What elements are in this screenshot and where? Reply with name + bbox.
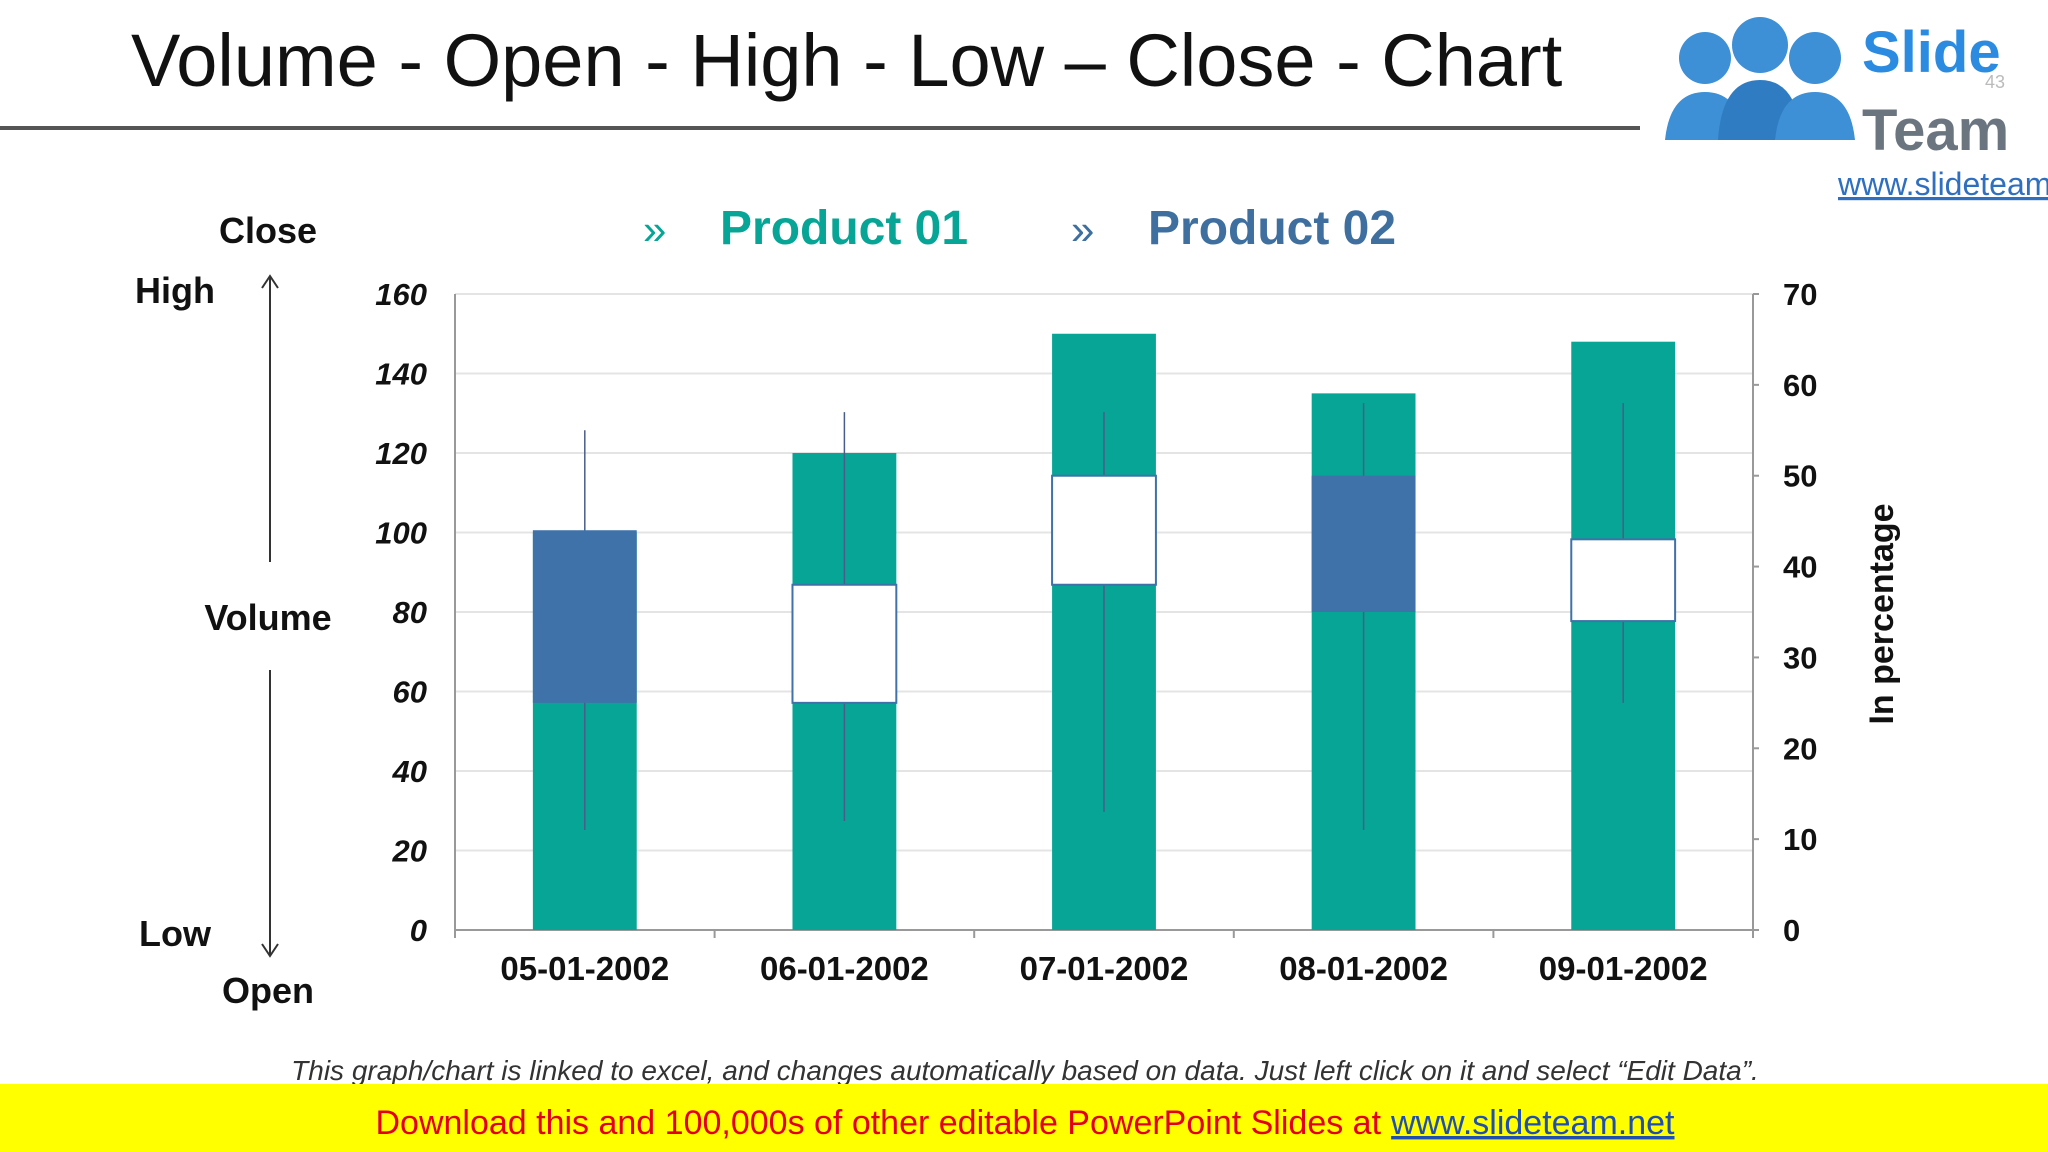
y-tick-label: 0 xyxy=(410,913,427,948)
y2-tick-label: 0 xyxy=(1783,913,1800,948)
footnote: This graph/chart is linked to excel, and… xyxy=(291,1055,1759,1086)
banner-message: Download this and 100,000s of other edit… xyxy=(375,1104,1381,1142)
y-tick-label: 160 xyxy=(375,277,427,312)
candle-body xyxy=(1570,538,1677,623)
logo-head xyxy=(1789,32,1841,84)
candle-body xyxy=(791,583,898,704)
logo-url[interactable]: www.slideteam.net xyxy=(1837,166,2048,202)
legend-marker: » xyxy=(1071,206,1094,253)
side-label: Volume xyxy=(204,597,331,638)
y2-axis-label: In percentage xyxy=(1863,503,1901,724)
slide-title: Volume - Open - High - Low – Close - Cha… xyxy=(131,19,1563,102)
x-tick-label: 09-01-2002 xyxy=(1539,950,1708,987)
banner xyxy=(0,1084,2048,1152)
side-label: Low xyxy=(139,913,212,954)
legend-label: Product 02 xyxy=(1148,202,1396,255)
legend-marker: » xyxy=(643,206,666,253)
side-arrows xyxy=(261,274,279,958)
side-label: High xyxy=(135,270,215,311)
x-tick-label: 08-01-2002 xyxy=(1279,950,1448,987)
logo-head xyxy=(1732,17,1788,73)
y-tick-label: 20 xyxy=(392,834,427,869)
side-label: Open xyxy=(222,970,314,1011)
chart: 0 20 40 60 80 100 120 140 160 0 10 20 30 40 50 60 70 In p… xyxy=(375,202,1901,987)
y2-tick-label: 50 xyxy=(1783,459,1817,494)
page-number: 43 xyxy=(1985,72,2005,92)
y2-tick-label: 20 xyxy=(1783,731,1817,766)
logo: Slide Team www.slideteam.net 43 xyxy=(1640,0,2048,202)
y-tick-label: 140 xyxy=(375,357,427,392)
y-tick-label: 80 xyxy=(393,595,427,630)
y2-tick-label: 30 xyxy=(1783,640,1817,675)
arrow-head xyxy=(261,274,279,289)
legend-label: Product 01 xyxy=(720,202,968,255)
y-tick-label: 60 xyxy=(393,675,427,710)
logo-text: Team xyxy=(1862,98,2009,163)
arrow-head xyxy=(261,943,279,958)
x-tick-label: 07-01-2002 xyxy=(1020,950,1189,987)
y-tick-label: 120 xyxy=(375,436,427,471)
x-tick-label: 06-01-2002 xyxy=(760,950,929,987)
logo-text: Slide xyxy=(1862,20,2001,85)
logo-body xyxy=(1775,92,1855,140)
side-label: Close xyxy=(219,210,317,251)
candle-body xyxy=(1051,474,1157,586)
y2-tick-label: 70 xyxy=(1783,277,1817,312)
logo-head xyxy=(1679,32,1731,84)
y2-tick-label: 40 xyxy=(1783,550,1817,585)
x-tick-label: 05-01-2002 xyxy=(500,950,669,987)
candle-body xyxy=(532,530,637,703)
y-tick-label: 40 xyxy=(392,754,427,789)
candle-body xyxy=(1311,475,1416,612)
side-labels: Close High Volume Low Open xyxy=(135,210,332,1011)
banner-text: Download this and 100,000s of other edit… xyxy=(375,1104,1675,1142)
banner-url[interactable]: www.slideteam.net xyxy=(1390,1104,1675,1142)
y2-tick-label: 10 xyxy=(1783,822,1817,857)
y2-tick-label: 60 xyxy=(1783,368,1817,403)
y-tick-label: 100 xyxy=(375,516,427,551)
